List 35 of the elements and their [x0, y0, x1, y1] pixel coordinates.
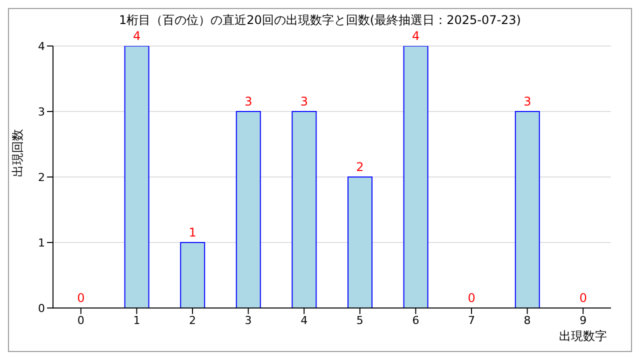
data-label: 4 — [132, 29, 141, 43]
y-axis-title: 出現回数 — [10, 129, 24, 177]
data-label: 2 — [356, 160, 364, 174]
data-label: 3 — [244, 94, 252, 108]
data-label: 3 — [300, 94, 308, 108]
bar — [348, 176, 372, 308]
data-label: 0 — [77, 290, 85, 305]
y-tick-label: 4 — [38, 40, 45, 53]
y-tick-label: 2 — [38, 170, 45, 184]
x-tick-label: 1 — [133, 314, 140, 327]
x-tick-label: 2 — [189, 314, 196, 327]
bar — [236, 111, 261, 308]
data-label: 0 — [579, 290, 588, 305]
x-tick-label: 7 — [468, 314, 475, 327]
x-tick-label: 6 — [412, 314, 420, 327]
data-label: 3 — [524, 94, 532, 108]
y-tick-label: 0 — [38, 302, 45, 315]
bar — [124, 46, 150, 308]
y-tick-label: 1 — [38, 236, 45, 250]
bar — [514, 111, 540, 308]
x-tick-label: 5 — [356, 314, 364, 327]
x-tick-label: 4 — [300, 314, 308, 327]
bar — [403, 46, 428, 308]
chart-title: 1桁目（百の位）の直近20回の出現数字と回数(最終抽選日：2025-07-23) — [118, 12, 522, 28]
y-tick-label: 3 — [38, 105, 45, 118]
x-tick-label: 3 — [244, 314, 252, 327]
data-label: 1 — [188, 226, 196, 240]
bar — [180, 242, 206, 308]
x-tick-label: 0 — [77, 314, 84, 327]
x-tick-label: 9 — [580, 314, 587, 327]
data-label: 0 — [468, 290, 476, 305]
bar — [292, 111, 317, 308]
x-tick-label: 8 — [524, 314, 531, 327]
x-axis-title: 出現数字 — [559, 329, 607, 343]
data-label: 4 — [412, 29, 420, 43]
